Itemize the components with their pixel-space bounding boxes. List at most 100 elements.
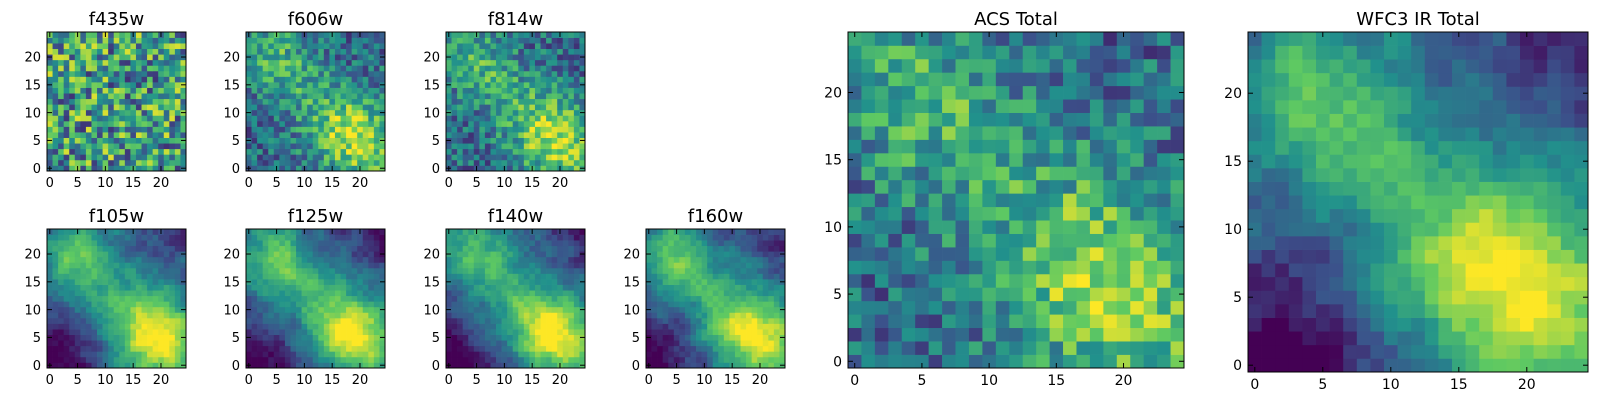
heatmap-cell: [268, 273, 275, 280]
heatmap-cell: [69, 317, 76, 324]
heatmap-cell: [362, 240, 369, 247]
heatmap-cell: [679, 317, 686, 324]
heatmap-cell: [102, 317, 109, 324]
heatmap-cell: [251, 132, 258, 138]
heatmap-cell: [773, 290, 780, 297]
heatmap-cell: [368, 334, 375, 341]
heatmap-cell: [163, 251, 170, 258]
heatmap-cell: [334, 76, 341, 83]
heatmap-cell: [268, 43, 275, 50]
heatmap-cell: [279, 306, 286, 313]
heatmap-cell: [562, 43, 569, 50]
heatmap-cell: [273, 59, 280, 66]
heatmap-cell: [296, 143, 302, 150]
heatmap-cell: [279, 267, 286, 274]
heatmap-cell: [848, 220, 862, 234]
y-tick-label: 5: [632, 331, 640, 346]
y-tick-label: 5: [232, 134, 240, 149]
heatmap-cell: [540, 317, 547, 324]
heatmap-cell: [568, 334, 575, 341]
heatmap-cell: [484, 251, 491, 258]
heatmap-cell: [451, 109, 458, 116]
heatmap-cell: [379, 120, 386, 127]
heatmap-cell: [246, 70, 252, 77]
heatmap-cell: [457, 54, 464, 61]
heatmap-cell: [579, 115, 586, 122]
heatmap-cell: [113, 306, 120, 313]
heatmap-cell: [901, 314, 916, 329]
heatmap-cell: [473, 256, 480, 263]
heatmap-cell: [646, 345, 652, 352]
heatmap-cell: [446, 143, 452, 150]
heatmap-cell: [690, 262, 697, 269]
heatmap-cell: [273, 267, 280, 274]
heatmap-cell: [279, 256, 286, 263]
heatmap-cell: [268, 251, 275, 258]
heatmap-cell: [362, 37, 369, 44]
heatmap-cell: [290, 109, 297, 116]
heatmap-cell: [307, 295, 314, 302]
heatmap-cell: [113, 256, 120, 263]
heatmap-cell: [47, 329, 53, 335]
heatmap-cell: [158, 132, 165, 138]
heatmap-cell: [657, 273, 664, 280]
heatmap-cell: [141, 54, 148, 61]
heatmap-cell: [446, 37, 452, 44]
heatmap-cell: [273, 98, 280, 105]
heatmap-cell: [174, 256, 181, 263]
heatmap-cell: [718, 245, 725, 252]
heatmap-cell: [108, 115, 115, 122]
heatmap-cell: [751, 295, 758, 302]
heatmap-cell: [1130, 233, 1145, 248]
heatmap-cell: [512, 334, 519, 341]
heatmap-cell: [523, 273, 530, 280]
heatmap-cell: [546, 82, 552, 88]
heatmap-cell: [180, 115, 187, 122]
heatmap-cell: [296, 126, 302, 133]
heatmap-cell: [546, 262, 552, 269]
heatmap-cell: [318, 48, 325, 55]
heatmap-cell: [479, 301, 486, 308]
heatmap-cell: [562, 356, 569, 363]
heatmap-cell: [69, 32, 76, 38]
heatmap-cell: [523, 126, 530, 133]
heatmap-cell: [251, 279, 258, 285]
heatmap-cell: [468, 76, 475, 83]
heatmap-cell: [373, 98, 380, 105]
heatmap-cell: [323, 120, 330, 127]
heatmap-cell: [169, 59, 176, 66]
heatmap-cell: [968, 247, 983, 261]
heatmap-cell: [562, 284, 569, 291]
axes-frame: [46, 228, 187, 369]
heatmap-cell: [102, 70, 109, 77]
heatmap-cell: [768, 262, 775, 269]
heatmap-cell: [995, 193, 1010, 208]
heatmap-cell: [329, 356, 336, 363]
heatmap-cell: [490, 154, 497, 161]
heatmap-cell: [746, 262, 752, 269]
heatmap-cell: [718, 356, 725, 363]
heatmap-cell: [462, 245, 469, 252]
heatmap-cell: [484, 32, 491, 38]
y-tick-label: 5: [232, 331, 240, 346]
y-tick-label: 0: [33, 162, 41, 177]
heatmap-cell: [523, 301, 530, 308]
heatmap-cell: [262, 301, 269, 308]
heatmap-cell: [718, 284, 725, 291]
heatmap-cell: [373, 284, 380, 291]
heatmap-cell: [679, 351, 686, 358]
heatmap-cell: [273, 76, 280, 83]
heatmap-cell: [684, 234, 691, 241]
heatmap-cell: [135, 148, 142, 155]
heatmap-cell: [284, 262, 291, 269]
heatmap-cell: [351, 82, 358, 88]
heatmap-cell: [97, 115, 103, 122]
heatmap-cell: [257, 262, 264, 269]
heatmap-cell: [679, 323, 686, 330]
heatmap-cell: [457, 98, 464, 105]
heatmap-cell: [334, 126, 341, 133]
heatmap-cell: [296, 65, 302, 72]
heatmap-cell: [279, 329, 286, 335]
heatmap-cell: [507, 70, 514, 77]
heatmap-cell: [124, 82, 131, 88]
